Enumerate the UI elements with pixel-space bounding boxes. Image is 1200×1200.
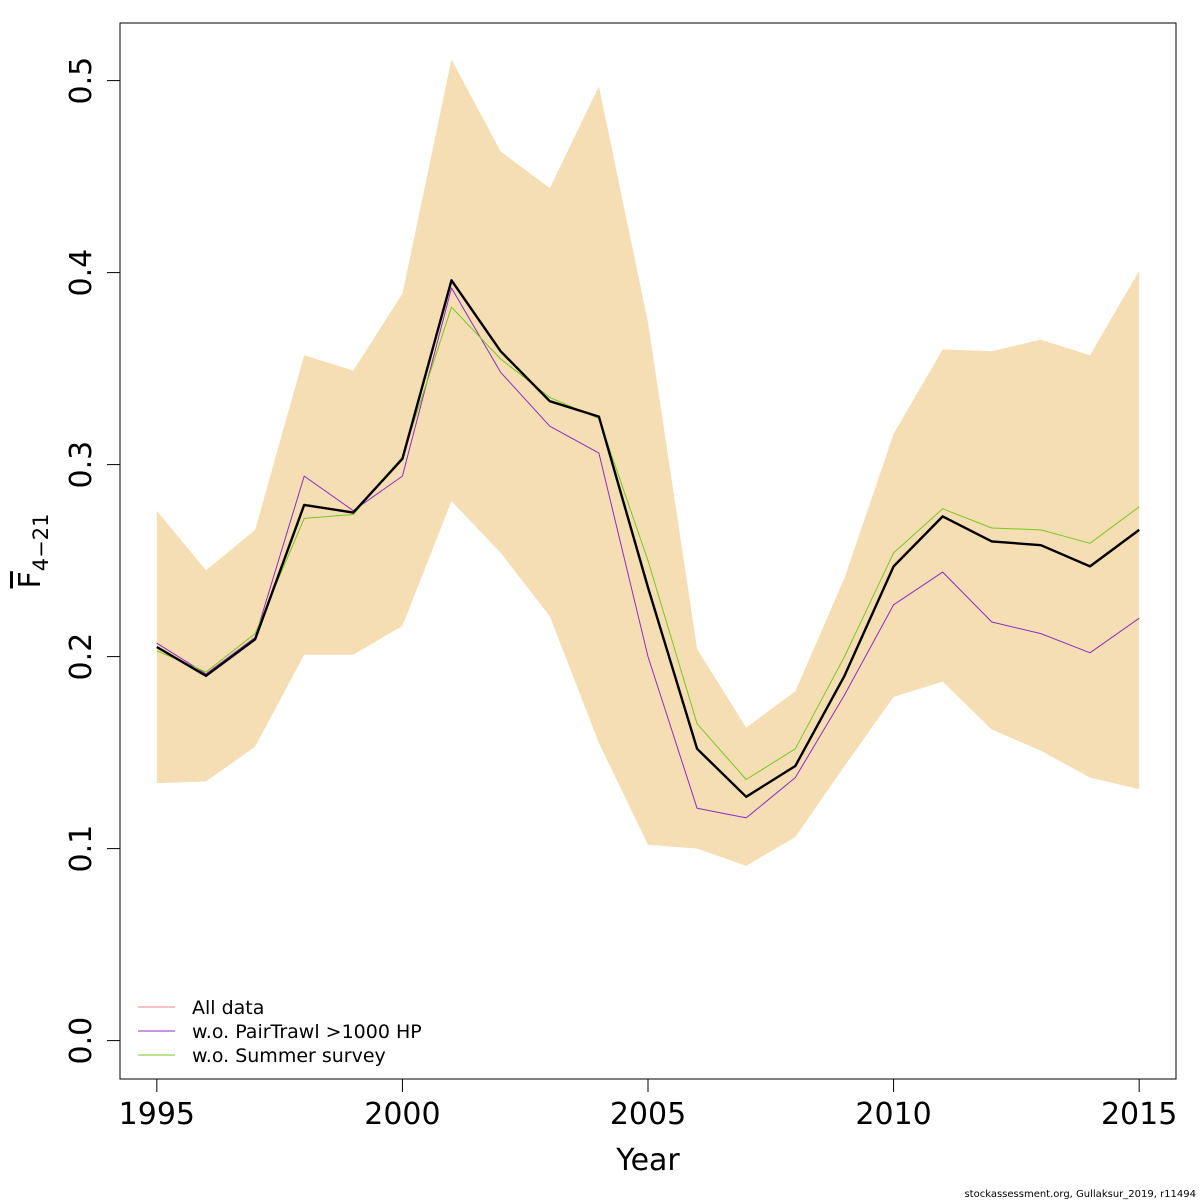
series-line-3 [156, 306, 1140, 780]
series-line-1 [156, 279, 1140, 798]
confidence-band [156, 59, 1140, 866]
svg-text:F4−21: F4−21 [13, 514, 53, 589]
x-tick-label: 1995 [119, 1097, 195, 1132]
legend-label: All data [192, 997, 264, 1019]
y-axis-title-subscript: 4−21 [29, 514, 53, 572]
y-axis: 0.0 0.1 0.2 0.3 0.4 0.5 [64, 57, 121, 1065]
y-tick-label: 0.0 [64, 1017, 99, 1065]
y-tick-label: 0.2 [64, 633, 99, 681]
y-tick-label: 0.5 [64, 57, 99, 105]
legend-label: w.o. PairTrawl >1000 HP [192, 1021, 422, 1043]
legend-label: w.o. Summer survey [192, 1045, 386, 1067]
x-axis-title: Year [615, 1143, 680, 1178]
y-tick-label: 0.4 [64, 249, 99, 297]
y-tick-label: 0.1 [64, 825, 99, 873]
x-tick-label: 2015 [1101, 1097, 1177, 1132]
x-tick-label: 2005 [610, 1097, 686, 1132]
y-tick-label: 0.3 [64, 441, 99, 489]
x-axis: 1995 2000 2005 2010 2015 [119, 1078, 1177, 1132]
credit-text: stockassessment.org, Gullaksur_2019, r11… [964, 1189, 1196, 1200]
x-tick-label: 2010 [855, 1097, 931, 1132]
confidence-band-layer [156, 59, 1140, 866]
series-layer [156, 279, 1140, 819]
series-line-2 [156, 287, 1140, 819]
y-axis-title: F4−21 [13, 514, 53, 589]
y-axis-title-main: F [13, 571, 48, 588]
x-tick-label: 2000 [364, 1097, 440, 1132]
